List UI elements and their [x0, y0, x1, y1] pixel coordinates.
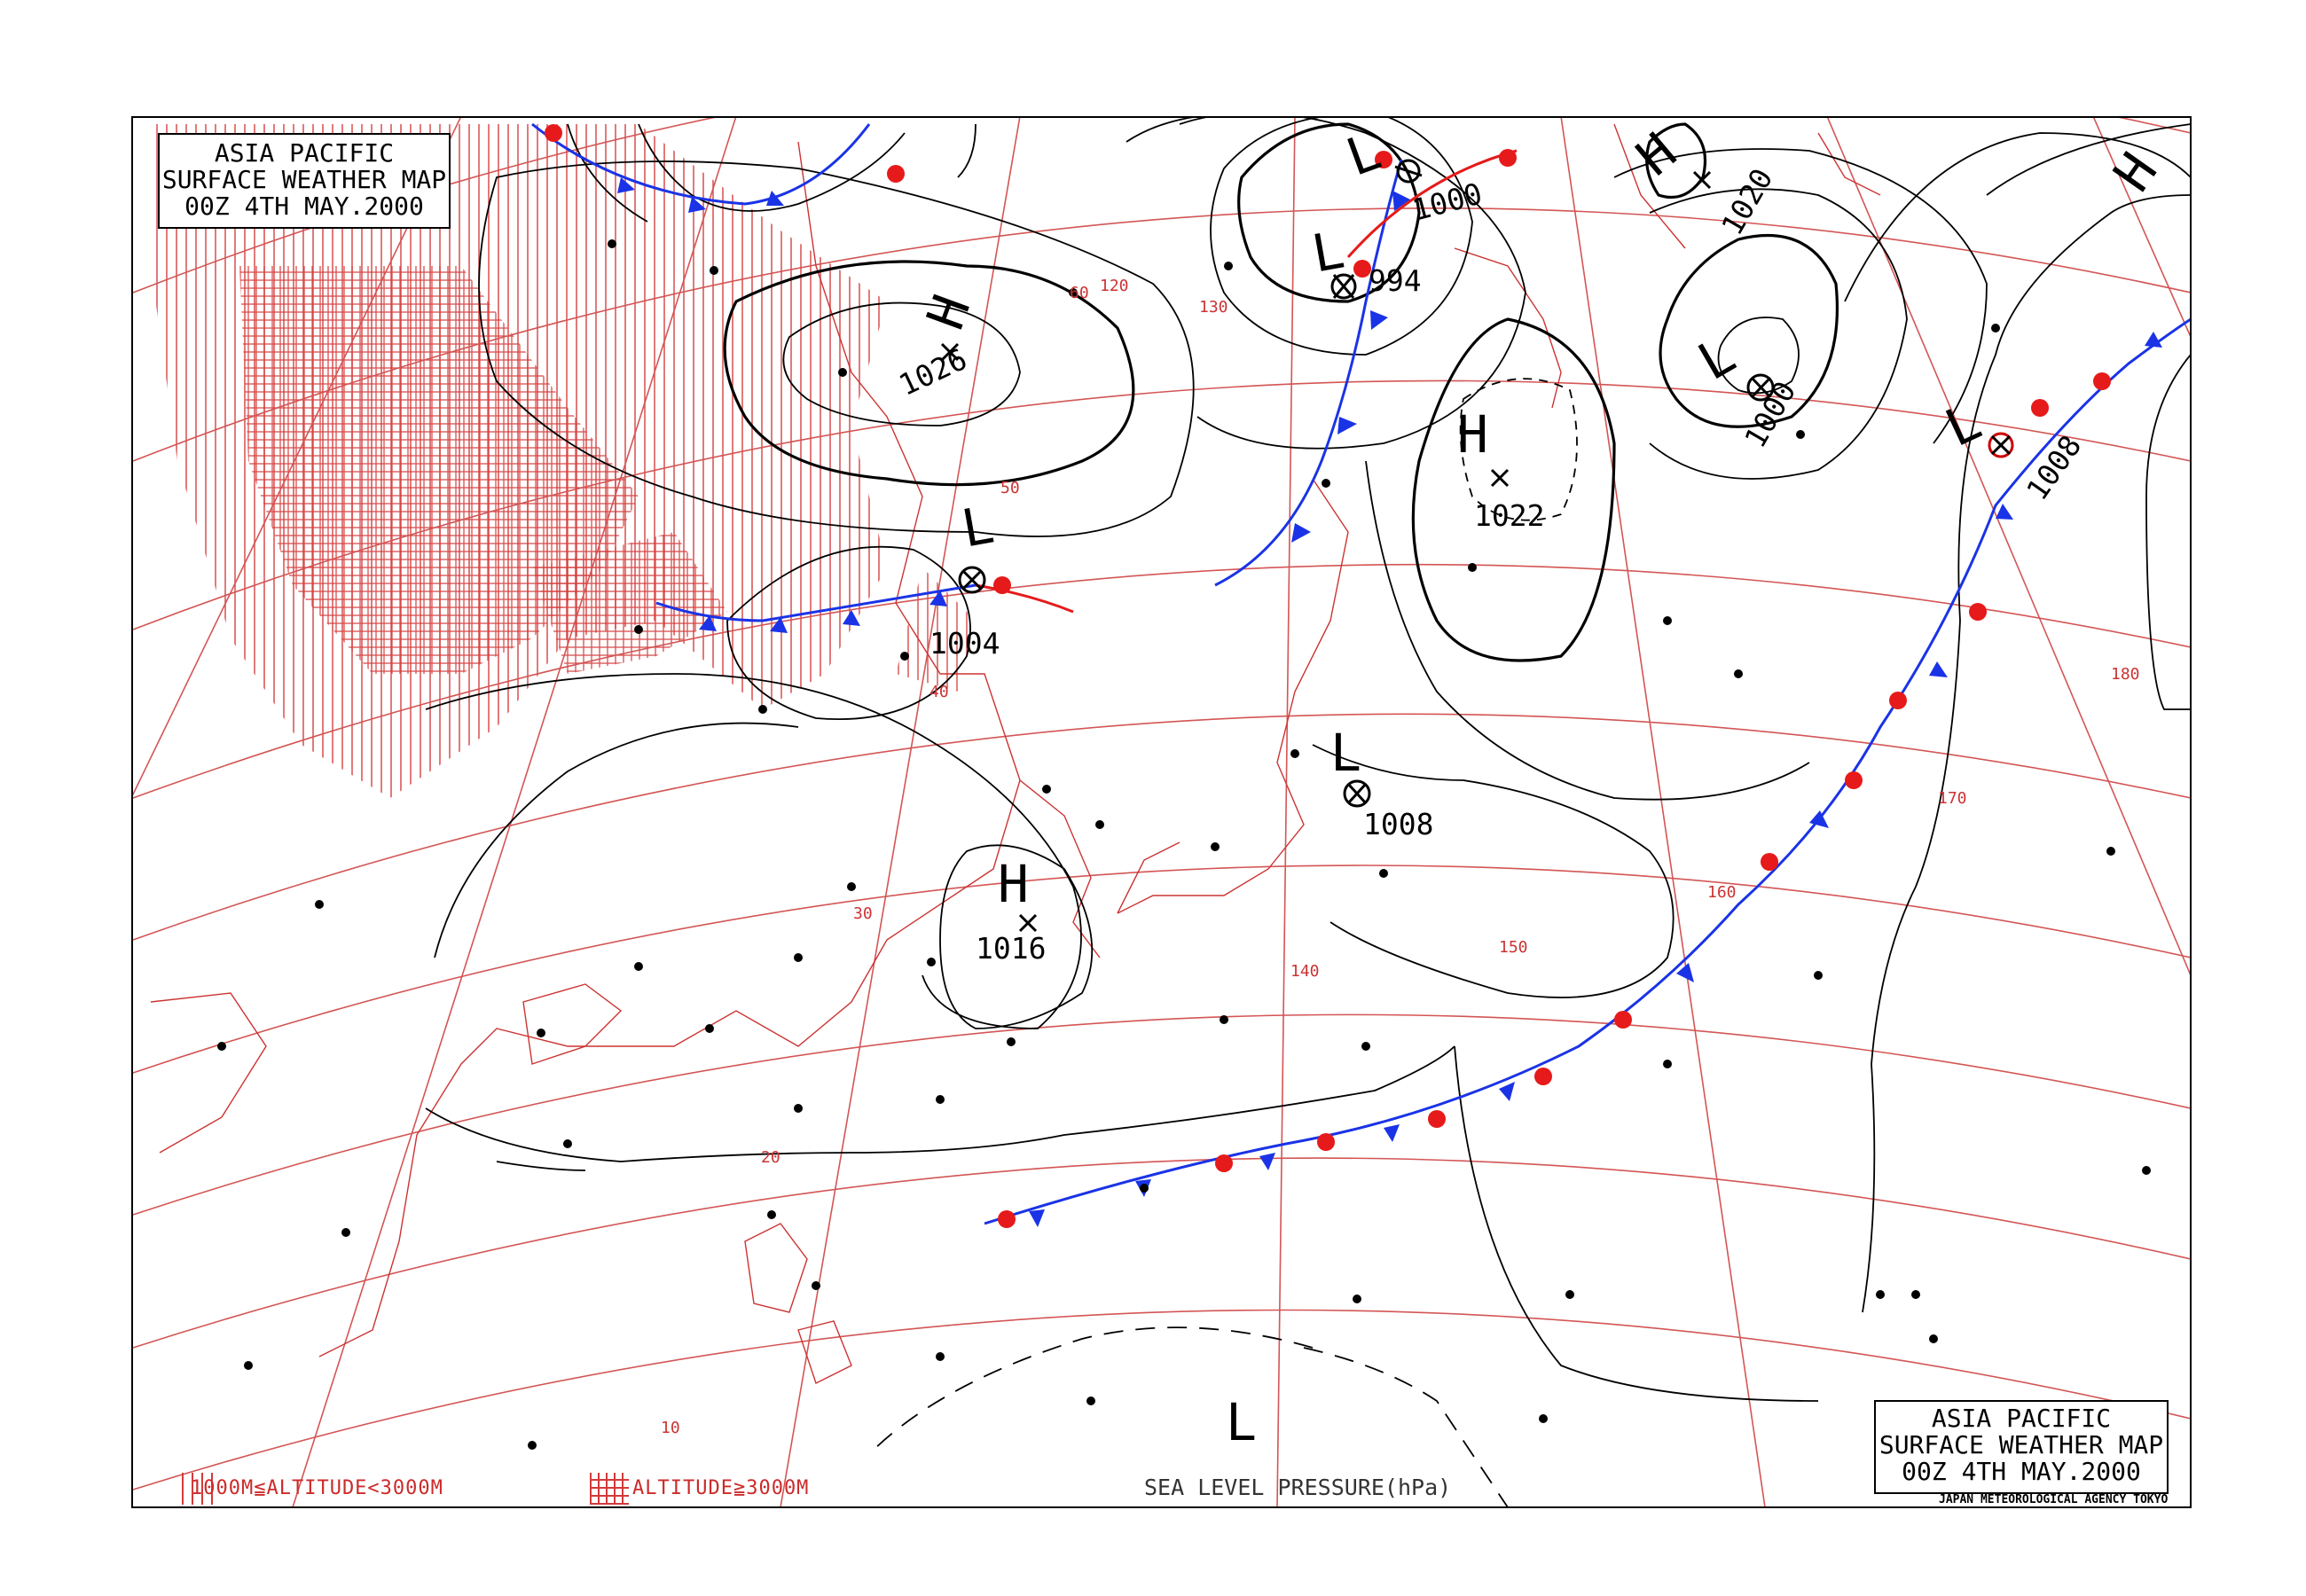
cold-front-north-west — [531, 122, 871, 206]
low-pressure-1004-value: 1004 — [929, 626, 1000, 661]
map-frame — [131, 116, 2192, 1508]
isobars — [425, 117, 2191, 1507]
lon-label-170: 170 — [1938, 789, 1967, 808]
cold-front-central — [1214, 159, 1403, 587]
low-pressure-994-value: 994 — [1369, 263, 1422, 298]
station-plots — [217, 239, 2151, 1450]
high-pressure-1016-value: 1016 — [976, 931, 1047, 966]
title-datetime-2: 00Z 4TH MAY.2000 — [1902, 1457, 2141, 1487]
lat-label-30: 30 — [853, 904, 873, 923]
lon-label-130: 130 — [1199, 298, 1228, 317]
stationary-front-pacific — [984, 317, 2191, 1225]
warm-front-symbols — [545, 124, 2111, 1228]
title-map-type: SURFACE WEATHER MAP — [161, 165, 447, 195]
center-markers — [940, 159, 2014, 933]
low-pressure-1008-central-value: 1008 — [1363, 807, 1434, 841]
title-box-bottom-right: ASIA PACIFIC SURFACE WEATHER MAP 00Z 4TH… — [1874, 1400, 2169, 1494]
warm-front-central — [1346, 149, 1518, 258]
legend-hatch-swatch-1000-3000 — [182, 1473, 221, 1505]
warm-front-west — [975, 583, 1074, 614]
title-region-2: ASIA PACIFIC — [1931, 1404, 2112, 1433]
lon-label-180: 180 — [2111, 665, 2140, 684]
high-pressure-1022-value: 1022 — [1474, 498, 1545, 533]
legend-altitude-range-1: 1000M≦ALTITUDE<3000M — [191, 1477, 443, 1499]
lon-label-140: 140 — [1290, 962, 1320, 981]
lat-label-40: 40 — [929, 683, 949, 701]
lon-label-160: 160 — [1707, 883, 1737, 902]
low-pressure-1008-central-letter: L — [1330, 723, 1361, 783]
lat-label-60: 60 — [1070, 284, 1089, 302]
lat-label-50: 50 — [1000, 479, 1020, 497]
agency-credit: JAPAN METEOROLOGICAL AGENCY TOKYO — [1939, 1493, 2169, 1506]
lon-label-150: 150 — [1499, 938, 1528, 957]
sea-level-pressure-label: SEA LEVEL PRESSURE(hPa) — [1144, 1475, 1452, 1500]
lat-label-10: 10 — [661, 1419, 680, 1437]
high-pressure-1022-letter: H — [1457, 404, 1488, 465]
lon-label-120: 120 — [1100, 277, 1129, 295]
cold-front-west — [655, 583, 977, 622]
lat-label-20: 20 — [761, 1148, 780, 1167]
title-map-type-2: SURFACE WEATHER MAP — [1879, 1430, 2164, 1460]
legend-altitude-range-2: ALTITUDE≧3000M — [632, 1477, 810, 1499]
high-pressure-1016-letter: H — [998, 854, 1029, 914]
title-datetime: 00Z 4TH MAY.2000 — [184, 192, 424, 222]
legend-crosshatch-swatch-3000 — [590, 1473, 629, 1505]
title-region: ASIA PACIFIC — [214, 138, 395, 168]
title-box-top-left: ASIA PACIFIC SURFACE WEATHER MAP 00Z 4TH… — [158, 133, 451, 229]
low-pressure-south-letter: L — [1226, 1392, 1257, 1452]
